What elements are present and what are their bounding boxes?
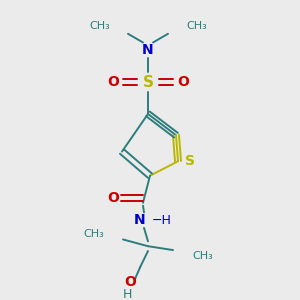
Text: O: O: [177, 75, 189, 89]
Text: O: O: [107, 191, 119, 205]
Text: H: H: [122, 288, 132, 300]
Text: S: S: [185, 154, 195, 168]
Text: O: O: [107, 75, 119, 89]
Text: CH₃: CH₃: [186, 21, 207, 31]
Text: N: N: [134, 213, 146, 227]
Text: CH₃: CH₃: [192, 251, 213, 261]
Text: N: N: [142, 43, 154, 57]
Text: CH₃: CH₃: [83, 229, 104, 239]
Text: CH₃: CH₃: [89, 21, 110, 31]
Text: O: O: [124, 275, 136, 289]
Text: −H: −H: [152, 214, 172, 226]
Text: S: S: [142, 75, 154, 90]
